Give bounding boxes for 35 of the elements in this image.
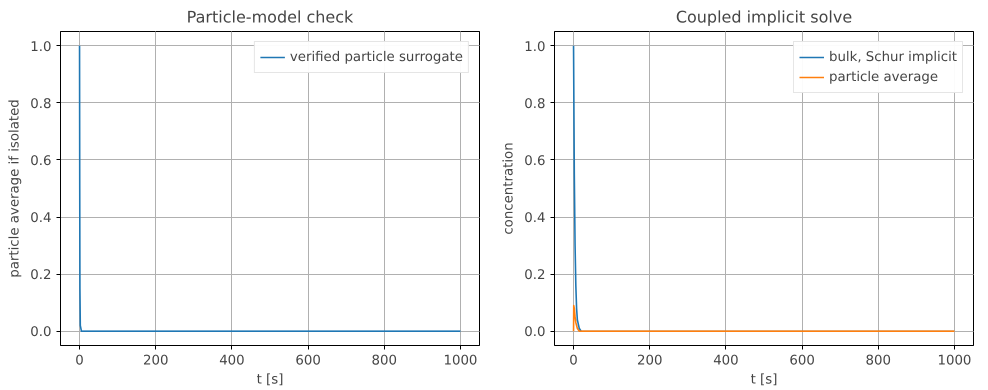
y-tick-label: 0.4 (30, 211, 52, 226)
x-tick-label: 800 (866, 354, 892, 368)
x-tick-label: 200 (143, 354, 168, 368)
x-tick-label: 1000 (937, 354, 972, 368)
x-axis-title: t [s] (750, 372, 778, 388)
x-tick-label: 1000 (443, 354, 478, 368)
legend-label: bulk, Schur implicit (828, 50, 957, 64)
chart-title: Coupled implicit solve (676, 8, 852, 26)
y-tick-label: 1.0 (30, 40, 52, 55)
y-tick-label: 1.0 (524, 40, 546, 55)
y-tick-label: 0.8 (524, 96, 546, 112)
y-tick-label: 0.6 (30, 154, 52, 169)
line-series (572, 304, 956, 332)
y-tick-label: 0.2 (524, 268, 546, 284)
y-tick-label: 0.4 (524, 211, 546, 226)
y-tick-label: 0.6 (524, 154, 546, 169)
x-tick-label: 0 (75, 354, 84, 368)
line-series (78, 44, 462, 332)
y-tick-label: 0.0 (30, 325, 52, 340)
x-tick-label: 400 (713, 354, 739, 368)
x-tick-label: 600 (789, 354, 815, 368)
x-tick-label: 0 (569, 354, 578, 368)
legend-label: verified particle surrogate (290, 50, 463, 64)
chart-title: Particle-model check (186, 8, 354, 26)
x-tick-label: 600 (295, 354, 321, 368)
x-tick-label: 400 (219, 354, 245, 368)
y-tick-label: 0.2 (30, 268, 52, 284)
y-axis-title: particle average if isolated (7, 99, 22, 278)
x-axis-title: t [s] (256, 372, 284, 388)
y-tick-label: 0.8 (30, 96, 52, 112)
y-axis-title: concentration (501, 142, 516, 235)
legend-label: particle average (828, 70, 938, 84)
y-tick-label: 0.0 (524, 325, 546, 340)
x-tick-label: 800 (372, 354, 398, 368)
x-tick-label: 200 (637, 354, 662, 368)
